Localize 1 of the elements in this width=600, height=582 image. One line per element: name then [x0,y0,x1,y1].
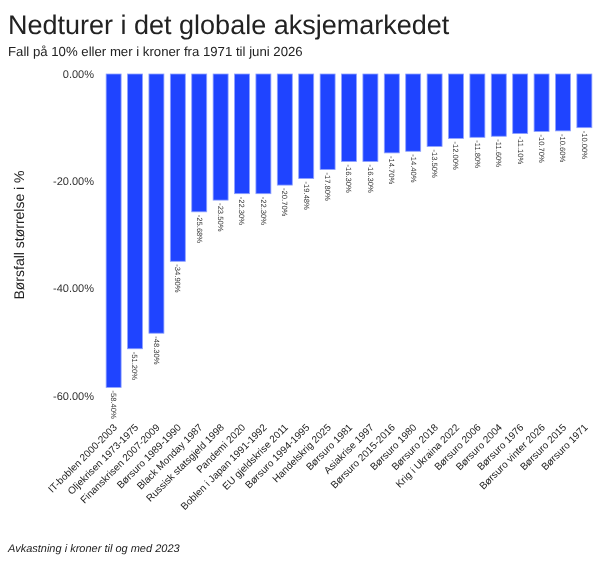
chart-title: Nedturer i det globale aksjemarkedet [8,10,450,40]
